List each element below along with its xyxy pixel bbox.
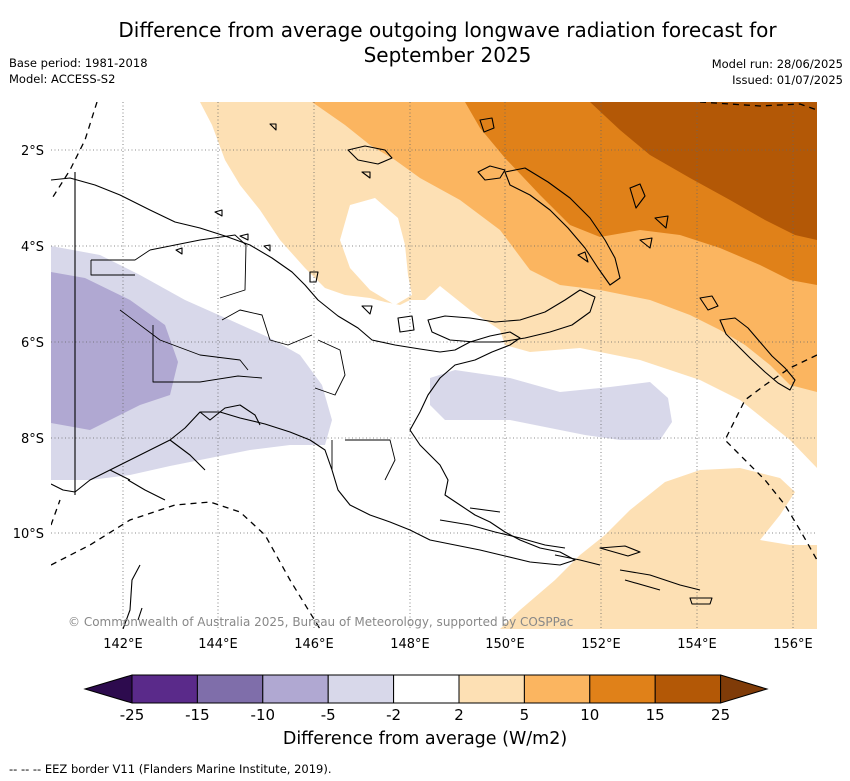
new-britain [427, 289, 596, 343]
graticule [51, 102, 817, 629]
lat-label: 8°S [21, 432, 44, 447]
lon-label: 156°E [773, 637, 813, 652]
anomaly-band-2-5-southeast [500, 468, 817, 629]
colorbar-bin [523, 674, 591, 704]
colorbar-bin [196, 674, 264, 704]
colorbar-title: Difference from average (W/m2) [282, 729, 568, 749]
title-line-1: Difference from average outgoing longwav… [118, 18, 777, 42]
anomaly-band-neg-2-5-central [430, 370, 672, 440]
anomaly-band-15-25 [590, 102, 817, 240]
eez-borders [51, 102, 817, 629]
colorbar-tick: -15 [185, 706, 210, 724]
lat-label: 4°S [21, 240, 44, 255]
lon-label: 148°E [390, 637, 430, 652]
southern-coast-detail [109, 404, 261, 501]
colorbar-bin [589, 674, 656, 704]
lat-label: 2°S [21, 144, 44, 159]
eez-legend-text: EEZ border V11 (Flanders Marine Institut… [44, 762, 332, 776]
copyright-notice: © Commonwealth of Australia 2025, Bureau… [68, 615, 573, 629]
colorbar-tick: 25 [711, 706, 730, 724]
colorbar-tick-labels: -25 -15 -10 -5 -2 2 5 10 15 25 [120, 706, 730, 724]
new-hanover [477, 165, 506, 181]
issued-date: Issued: 01/07/2025 [732, 73, 843, 87]
province-boundaries [90, 234, 396, 481]
colorbar-bin [262, 674, 329, 704]
colorbar-tick: 2 [454, 706, 464, 724]
colorbar-tick: -2 [386, 706, 401, 724]
latitude-labels: 2°S 4°S 6°S 8°S 10°S [13, 144, 44, 542]
map-area: © Commonwealth of Australia 2025, Bureau… [51, 102, 817, 629]
lon-label: 142°E [103, 637, 143, 652]
longitude-labels: 142°E 144°E 146°E 148°E 150°E 152°E 154°… [103, 637, 813, 652]
new-guinea-mainland [51, 177, 576, 566]
colorbar-bin [654, 674, 722, 704]
colorbar-bin [131, 674, 198, 704]
title-line-2: September 2025 [363, 43, 532, 67]
colorbar-bin [393, 674, 460, 704]
chart-title: Difference from average outgoing longwav… [60, 18, 835, 68]
colorbar-above-max [720, 674, 769, 704]
model-name: Model: ACCESS-S2 [9, 72, 116, 86]
colorbar-tick: -10 [251, 706, 276, 724]
new-ireland [504, 167, 621, 286]
bougainville [719, 317, 796, 391]
anomaly-band-neg-5-10-west [51, 272, 178, 430]
lon-label: 152°E [581, 637, 621, 652]
base-period: Base period: 1981-2018 [9, 56, 148, 70]
colorbar-bin [458, 674, 525, 704]
meta-left: Base period: 1981-2018 Model: ACCESS-S2 [9, 55, 148, 87]
torres-strait-islands [122, 564, 143, 629]
lon-label: 146°E [294, 637, 334, 652]
colorbar-tick: -5 [321, 706, 336, 724]
colorbar-tick: -25 [120, 706, 145, 724]
lon-label: 150°E [485, 637, 525, 652]
colorbar-below-min [83, 674, 133, 704]
eez-legend-symbol: -- -- -- [9, 762, 42, 776]
colorbar-tick: 10 [580, 706, 599, 724]
lat-label: 10°S [13, 527, 44, 542]
eez-legend: -- -- -- EEZ border V11 (Flanders Marine… [9, 762, 332, 776]
manus-island [347, 145, 393, 165]
dentrecasteaux-islands [439, 507, 713, 605]
neutral-bay [340, 198, 412, 305]
coastlines [51, 117, 796, 629]
buka-island [699, 295, 719, 311]
colorbar-tick: 5 [520, 706, 530, 724]
meta-right: Model run: 28/06/2025 Issued: 01/07/2025 [712, 56, 843, 88]
small-islands-north [175, 123, 415, 333]
lon-label: 154°E [677, 637, 717, 652]
colorbar [83, 674, 769, 704]
bismarck-islands [479, 117, 669, 263]
colorbar-bin [327, 674, 395, 704]
lat-label: 6°S [21, 336, 44, 351]
colorbar-tick: 15 [646, 706, 665, 724]
lon-label: 144°E [198, 637, 238, 652]
model-run: Model run: 28/06/2025 [711, 57, 843, 71]
